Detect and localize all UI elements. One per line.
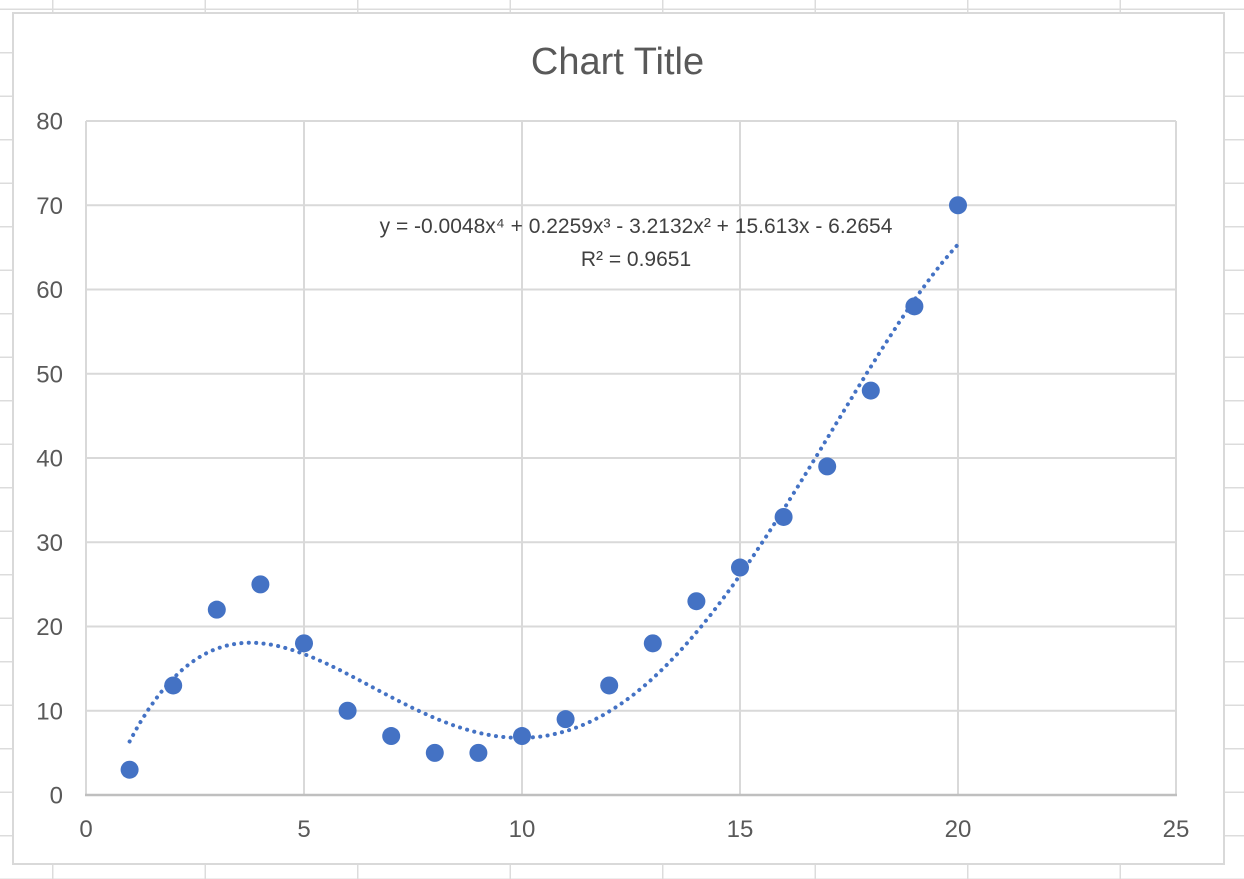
data-point[interactable]	[338, 701, 357, 720]
data-point[interactable]	[905, 297, 924, 316]
y-axis-tick-label[interactable]: 70	[36, 193, 63, 220]
x-axis-tick-label[interactable]: 10	[509, 816, 536, 843]
y-axis-tick-label[interactable]: 50	[36, 361, 63, 388]
chart-container[interactable]	[12, 12, 1225, 865]
data-point[interactable]	[164, 676, 183, 695]
x-axis-tick-label[interactable]: 0	[79, 816, 92, 843]
data-point[interactable]	[513, 727, 531, 746]
y-axis-tick-label[interactable]: 20	[36, 614, 63, 641]
data-point[interactable]	[425, 743, 444, 762]
data-point[interactable]	[382, 727, 401, 746]
data-point[interactable]	[295, 634, 313, 653]
data-point[interactable]	[643, 634, 662, 653]
data-point[interactable]	[949, 196, 967, 215]
equation-text: y = -0.0048x⁴ + 0.2259x³ - 3.2132x² + 15…	[379, 215, 893, 238]
chart-title[interactable]: Chart Title	[530, 41, 705, 83]
data-point[interactable]	[207, 600, 226, 619]
data-point[interactable]	[556, 710, 575, 729]
y-axis-tick-label[interactable]: 80	[36, 109, 63, 136]
x-axis-tick-label[interactable]: 15	[727, 816, 754, 843]
y-axis-tick-label[interactable]: 40	[36, 446, 63, 473]
data-point[interactable]	[861, 381, 880, 400]
y-axis-tick-label[interactable]: 10	[36, 698, 63, 725]
trendline-equation-label[interactable]: y = -0.0048x⁴ + 0.2259x³ - 3.2132x² + 15…	[86, 210, 1186, 276]
r-squared-text: R² = 0.9651	[580, 248, 692, 271]
data-point[interactable]	[731, 558, 749, 577]
x-axis-tick-label[interactable]: 5	[297, 816, 310, 843]
x-axis-tick-label[interactable]: 20	[945, 816, 972, 843]
data-point[interactable]	[818, 457, 837, 476]
data-point[interactable]	[774, 507, 793, 526]
trendline[interactable]	[127, 242, 960, 744]
y-axis-tick-label[interactable]: 0	[50, 783, 63, 810]
y-axis-tick-label[interactable]: 30	[36, 530, 63, 557]
x-axis-tick-label[interactable]: 25	[1163, 816, 1190, 843]
y-axis-tick-label[interactable]: 60	[36, 277, 63, 304]
data-point[interactable]	[600, 676, 619, 695]
data-point[interactable]	[251, 575, 270, 594]
data-point[interactable]	[687, 592, 706, 611]
data-point[interactable]	[469, 743, 488, 762]
data-point[interactable]	[120, 760, 139, 779]
